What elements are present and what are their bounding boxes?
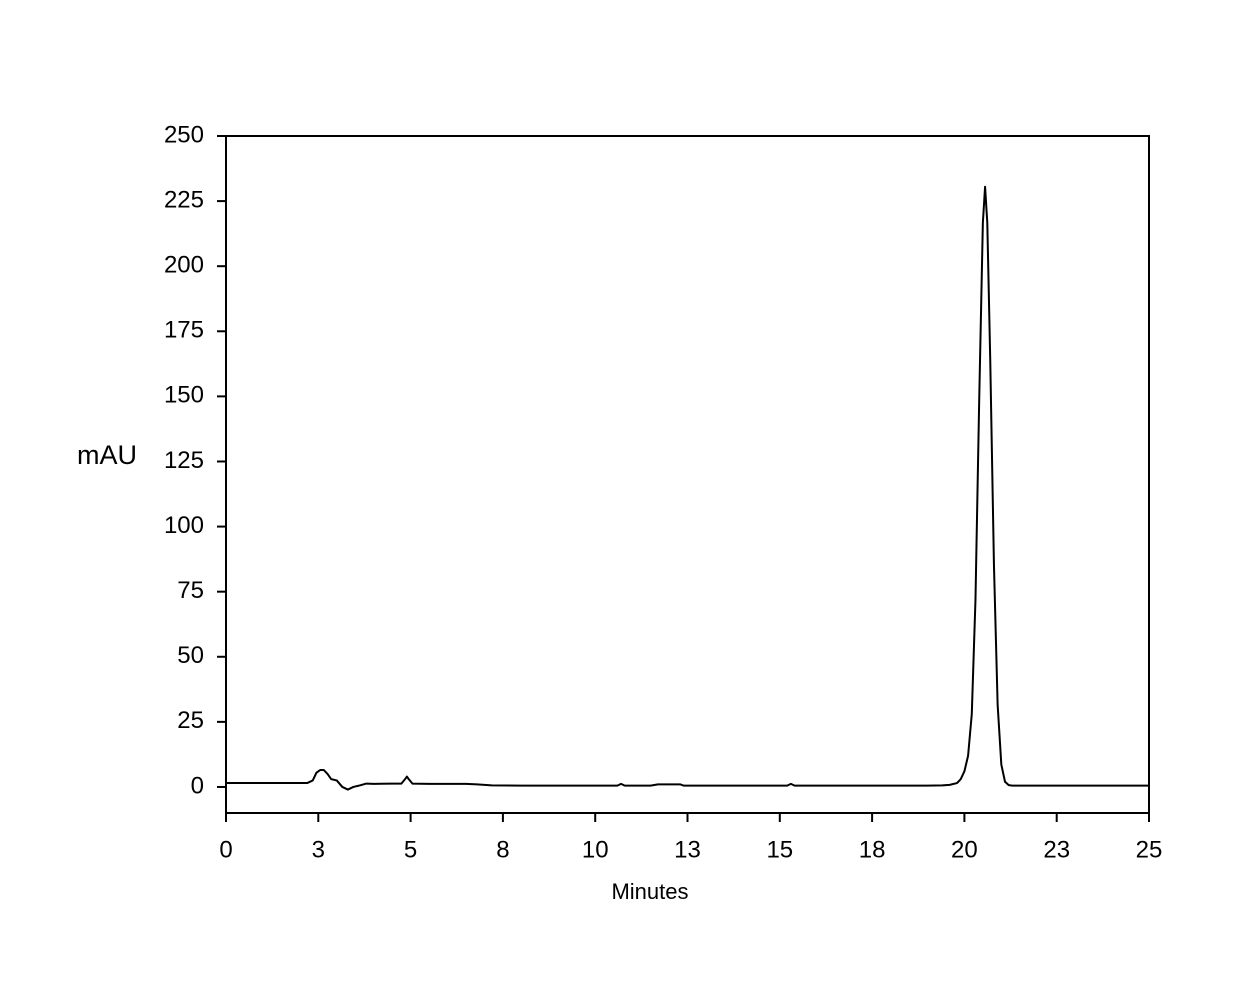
y-tick-label: 200 (164, 252, 204, 279)
chromatogram-line (226, 185, 1149, 791)
x-tick-label: 18 (859, 836, 886, 863)
y-tick-label: 25 (177, 707, 204, 734)
x-tick-label: 20 (951, 836, 978, 863)
x-tick-label: 3 (312, 836, 325, 863)
x-axis-label: Minutes (611, 879, 688, 904)
x-tick-label: 25 (1136, 836, 1163, 863)
y-tick-label: 250 (164, 121, 204, 148)
x-tick-label: 0 (219, 836, 232, 863)
x-tick-label: 5 (404, 836, 417, 863)
x-tick-label: 15 (766, 836, 793, 863)
y-tick-label: 175 (164, 317, 204, 344)
y-tick-label: 100 (164, 512, 204, 539)
plot-frame (225, 135, 1150, 814)
y-tick-label: 50 (177, 642, 204, 669)
y-tick-label: 0 (191, 772, 204, 799)
x-tick-label: 8 (496, 836, 509, 863)
y-tick-label: 125 (164, 447, 204, 474)
y-tick-label: 150 (164, 382, 204, 409)
x-tick-label: 10 (582, 836, 609, 863)
y-tick-label: 75 (177, 577, 204, 604)
x-tick-label: 23 (1043, 836, 1070, 863)
y-axis-label: mAU (77, 440, 137, 470)
y-tick-label: 225 (164, 186, 204, 213)
x-tick-label: 13 (674, 836, 701, 863)
